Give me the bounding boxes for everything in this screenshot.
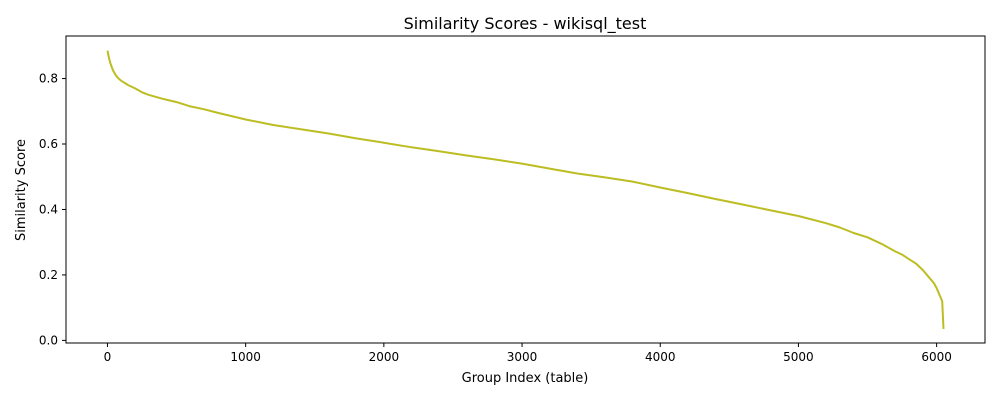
x-tick-label: 6000	[921, 350, 952, 364]
y-tick-label: 0.8	[39, 72, 58, 86]
x-axis: 0 1000 2000 3000 4000 5000 6000	[104, 343, 952, 364]
y-tick-label: 0.2	[39, 268, 58, 282]
series-line-0	[106, 50, 945, 329]
y-tick-label: 0.4	[39, 202, 58, 216]
chart-title: Similarity Scores - wikisql_test	[404, 14, 647, 34]
x-tick-label: 2000	[369, 350, 400, 364]
y-axis-label: Similarity Score	[14, 139, 29, 241]
plot-frame	[65, 35, 986, 344]
x-tick-label: 1000	[230, 350, 261, 364]
x-tick-label: 0	[104, 350, 112, 364]
y-axis: 0.0 0.2 0.4 0.6 0.8	[39, 72, 66, 347]
x-tick-label: 5000	[783, 350, 814, 364]
x-tick-label: 3000	[507, 350, 538, 364]
x-tick-label: 4000	[645, 350, 676, 364]
y-tick-label: 0.0	[39, 333, 58, 347]
x-axis-label: Group Index (table)	[462, 371, 589, 386]
y-tick-label: 0.6	[39, 137, 58, 151]
plot-area	[106, 50, 945, 329]
